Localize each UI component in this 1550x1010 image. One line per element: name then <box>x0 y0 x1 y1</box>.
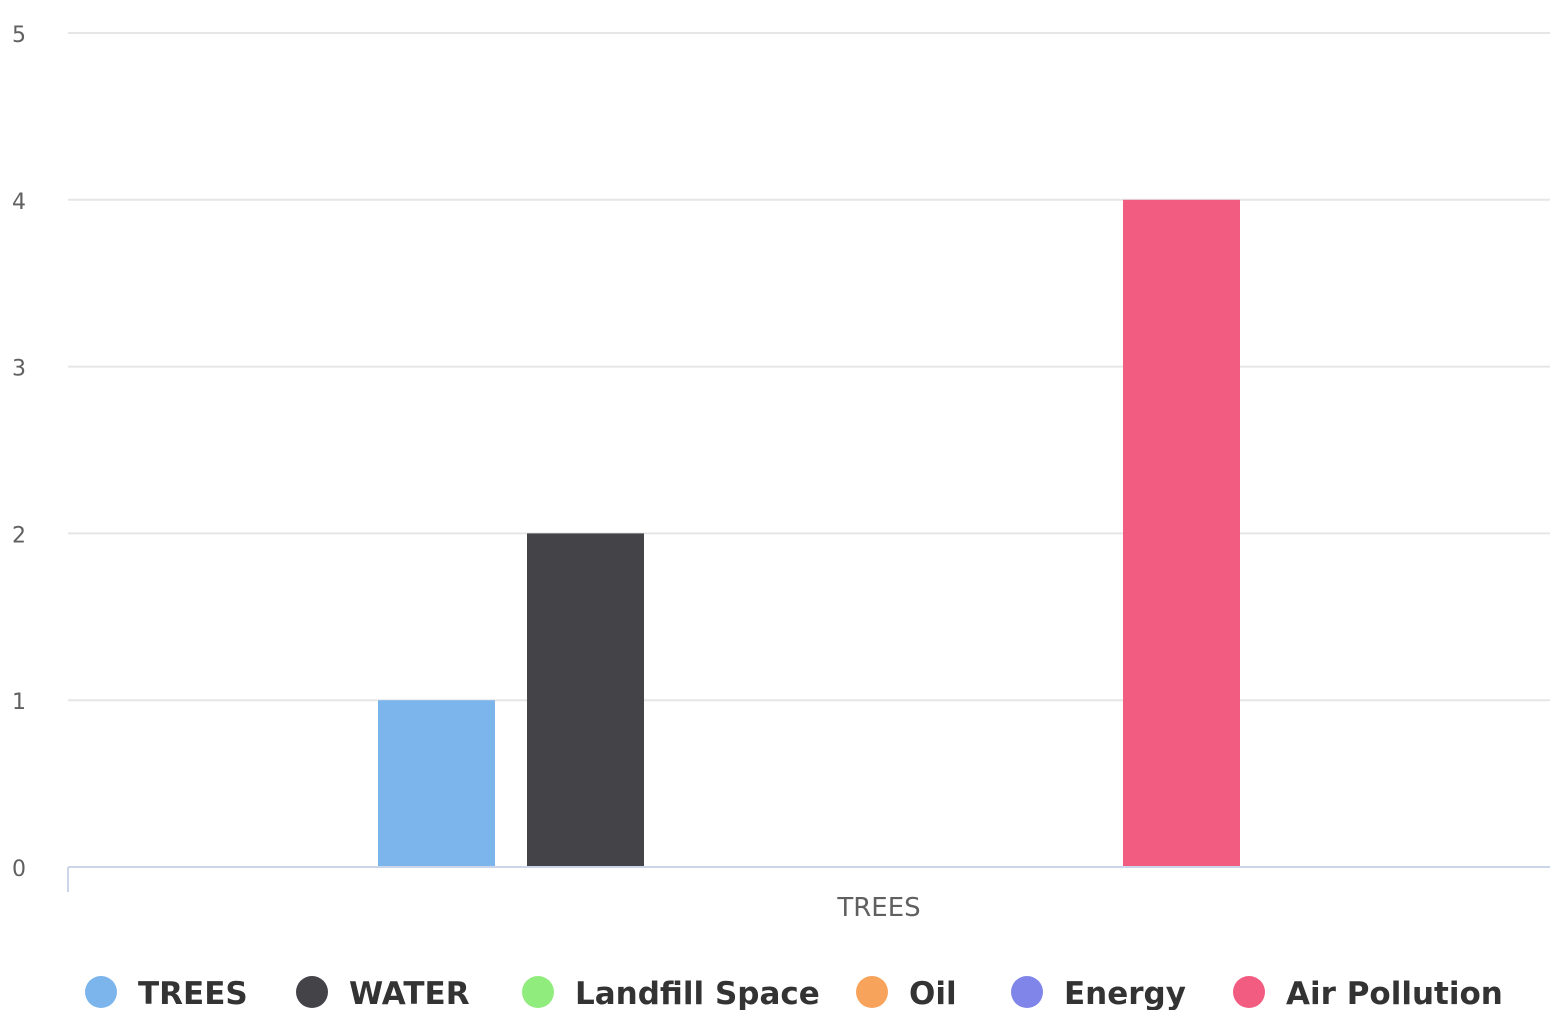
legend-label: Oil <box>909 976 957 1010</box>
bar-trees[interactable] <box>378 700 495 867</box>
x-tick-label: TREES <box>836 893 920 923</box>
bars <box>378 199 1240 868</box>
y-tick-label: 1 <box>12 690 26 715</box>
legend-label: Air Pollution <box>1286 976 1503 1010</box>
legend-label: WATER <box>349 976 470 1010</box>
y-tick-label: 4 <box>12 190 26 215</box>
legend-item-oil[interactable]: Oil <box>856 976 957 1010</box>
legend-marker <box>1011 976 1043 1008</box>
legend-marker <box>85 976 117 1008</box>
y-tick-label: 5 <box>12 23 26 48</box>
legend-item-air-pollution[interactable]: Air Pollution <box>1233 976 1503 1010</box>
legend-item-energy[interactable]: Energy <box>1011 976 1186 1010</box>
x-axis-tick-labels: TREES <box>836 893 920 923</box>
legend-marker <box>296 976 328 1008</box>
y-tick-label: 2 <box>12 523 26 548</box>
legend-marker <box>1233 976 1265 1008</box>
bar-water[interactable] <box>527 533 644 867</box>
y-axis-tick-labels: 0 1 2 3 4 5 <box>12 23 26 882</box>
legend-item-water[interactable]: WATER <box>296 976 470 1010</box>
legend-label: Landfill Space <box>575 976 820 1010</box>
x-axis-line <box>67 866 1550 892</box>
y-tick-label: 0 <box>12 857 26 882</box>
bar-air-pollution[interactable] <box>1123 199 1240 868</box>
gridlines <box>68 32 1550 702</box>
legend-label: TREES <box>138 976 248 1010</box>
legend-item-landfill-space[interactable]: Landfill Space <box>522 976 820 1010</box>
legend-marker <box>856 976 888 1008</box>
x-axis <box>67 866 1550 892</box>
legend-marker <box>522 976 554 1008</box>
legend-item-trees[interactable]: TREES <box>85 976 248 1010</box>
legend: TREES WATER Landfill Space Oil Energy Air Pol… <box>85 976 1503 1010</box>
legend-label: Energy <box>1064 976 1186 1010</box>
y-tick-label: 3 <box>12 357 26 382</box>
